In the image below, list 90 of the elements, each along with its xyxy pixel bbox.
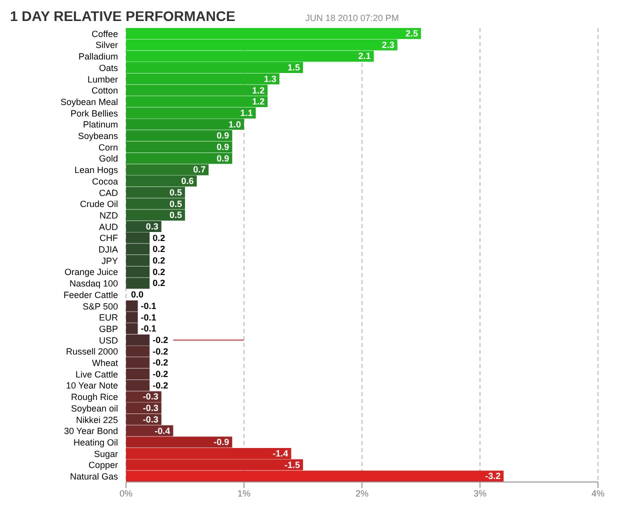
data-label: 0.2 [152, 256, 166, 266]
y-tick-label: Heating Oil [73, 437, 118, 448]
bar [126, 425, 174, 436]
data-label: 0.7 [193, 164, 206, 175]
data-label: 0.3 [146, 221, 158, 232]
y-tick-label: Cocoa [92, 176, 118, 186]
y-tick-label: Orange Juice [64, 267, 118, 278]
y-tick-label: Lean Hogs [74, 165, 118, 176]
x-tick-label: 2% [355, 488, 369, 498]
data-label: -1.5 [284, 460, 300, 470]
data-label: -3.2 [485, 471, 501, 482]
y-tick-label: Oats [98, 62, 118, 73]
y-tick-label: Natural Gas [70, 472, 118, 482]
y-tick-label: Platinum [82, 120, 118, 130]
y-tick-label: Rough Rice [70, 392, 118, 402]
bar [126, 470, 504, 482]
y-tick-label: Palladium [78, 52, 118, 62]
y-tick-label: Lumber [87, 74, 118, 84]
y-tick-label: JPY [101, 256, 118, 266]
y-tick-label: Nasdaq 100 [69, 278, 118, 289]
y-tick-label: Gold [98, 154, 118, 164]
y-tick-label: Soybean oil [70, 403, 118, 414]
y-tick-label: Wheat [92, 358, 118, 368]
data-label: 0.0 [131, 290, 144, 300]
y-tick-label: Soybean Meal [60, 96, 118, 107]
data-label: 0.2 [152, 266, 166, 277]
data-label: 1.2 [252, 85, 265, 96]
y-tick-label: Nikkei 225 [76, 414, 118, 425]
y-tick-label: Crude Oil [80, 199, 118, 210]
data-label: 1.1 [240, 108, 253, 118]
data-label: -0.1 [140, 312, 156, 322]
data-label: -0.2 [152, 369, 168, 379]
data-label: -0.3 [142, 414, 158, 424]
data-label: 0.6 [181, 176, 194, 186]
y-tick-label: 10 Year Note [66, 380, 118, 391]
data-label: -1.4 [272, 448, 288, 458]
data-label: 1.5 [287, 62, 300, 73]
data-label: 0.5 [169, 187, 182, 198]
y-tick-label: Pork Bellies [70, 108, 118, 118]
y-tick-label: Feeder Cattle [63, 290, 118, 300]
y-tick-label: 30 Year Bond [64, 426, 118, 436]
data-label: 0.2 [152, 244, 166, 254]
data-label: 1.0 [228, 119, 241, 130]
y-tick-label: Copper [88, 460, 118, 470]
y-tick-label: DJIA [98, 244, 118, 255]
data-label: -0.1 [140, 324, 156, 334]
y-tick-label: NZD [100, 210, 118, 220]
data-label: 0.2 [152, 278, 166, 288]
y-tick-label: Silver [95, 40, 118, 50]
data-label: -0.2 [152, 346, 168, 356]
y-tick-label: Cotton [91, 86, 118, 96]
data-label: -0.9 [214, 437, 230, 448]
data-label: -0.3 [142, 403, 158, 414]
chart-subtitle: JUN 18 2010 07:20 PM [305, 13, 399, 23]
y-tick-label: CHF [100, 233, 118, 244]
y-tick-label: Live Cattle [75, 369, 118, 380]
y-tick-label: Sugar [94, 448, 118, 459]
y-tick-label: S&P 500 [82, 301, 118, 312]
bar [126, 436, 232, 448]
data-label: 2.5 [405, 28, 418, 38]
data-label: 0.2 [152, 232, 166, 243]
data-label: 2.3 [382, 40, 394, 50]
data-label: 0.9 [216, 153, 230, 164]
data-label: -0.2 [152, 358, 168, 368]
y-tick-label: Coffee [92, 28, 118, 39]
y-tick-label: CAD [98, 188, 118, 198]
data-label: 2.1 [358, 51, 371, 62]
y-tick-label: AUD [98, 222, 118, 232]
data-label: 1.3 [264, 74, 276, 84]
x-tick-label: 1% [237, 488, 251, 498]
y-tick-label: Russell 2000 [66, 346, 118, 357]
y-tick-label: USD [98, 335, 118, 346]
data-label: -0.2 [152, 380, 168, 390]
y-tick-label: Soybeans [78, 131, 118, 142]
chart-title: 1 DAY RELATIVE PERFORMANCE [10, 8, 236, 24]
x-tick-label: 4% [591, 488, 605, 498]
data-label: 0.9 [216, 130, 230, 141]
data-label: 1.2 [252, 96, 265, 107]
data-label: 0.5 [169, 210, 182, 220]
data-label: -0.2 [152, 334, 168, 345]
data-label: -0.3 [142, 392, 158, 402]
data-label: 0.9 [216, 142, 230, 152]
y-tick-label: GBP [98, 324, 118, 334]
x-tick-label: 3% [473, 488, 487, 498]
y-tick-label: EUR [98, 312, 118, 323]
data-label: -0.4 [154, 426, 170, 436]
x-tick-label: 0% [119, 488, 133, 498]
y-tick-label: Corn [98, 142, 118, 152]
data-label: 0.5 [169, 198, 182, 209]
data-label: -0.1 [140, 300, 156, 311]
